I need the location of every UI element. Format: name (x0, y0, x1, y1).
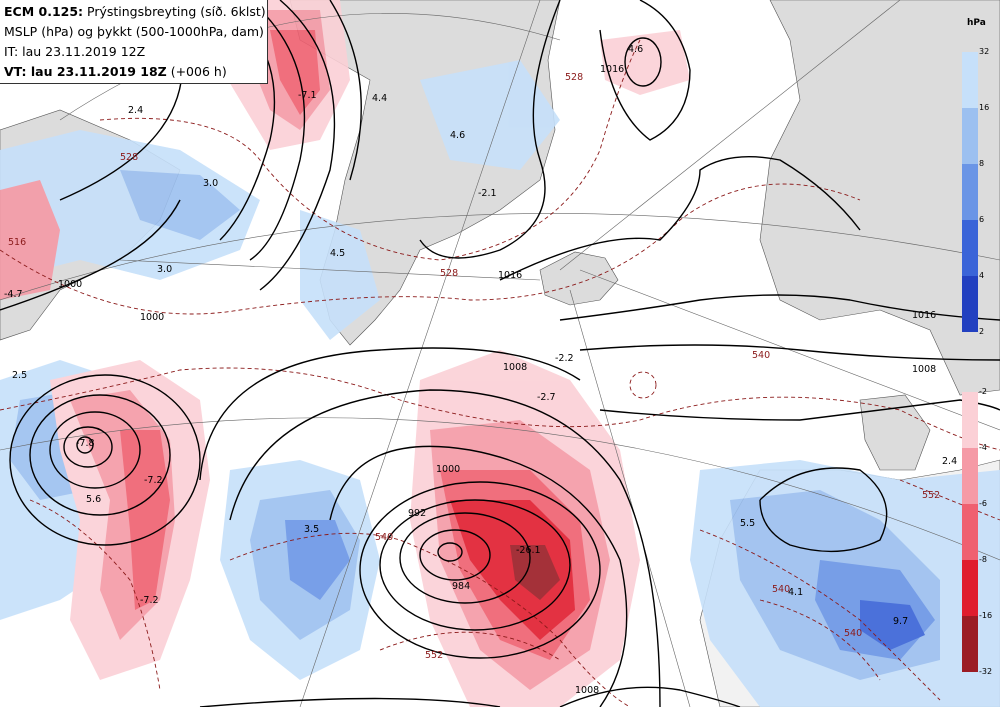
colorbar-fall-swatch (962, 448, 978, 504)
colorbar-fall-label: -6 (979, 499, 987, 508)
colorbar-fall-swatch (962, 392, 978, 448)
colorbar-rise-label: 6 (979, 215, 985, 224)
isobar-label: 1008 (503, 362, 527, 373)
colorbar-fall-swatch (962, 504, 978, 560)
colorbar-fall-label: -32 (979, 667, 993, 676)
map-info-box: ECM 0.125: Prýstingsbreyting (síð. 6klst… (0, 0, 268, 84)
thickness-contours (0, 39, 1000, 707)
colorbar-rise-label: 8 (979, 159, 985, 168)
colorbar-fall-label: -2 (979, 387, 987, 396)
tendency-label: 2.4 (942, 456, 957, 467)
isobar-labels: 1016 1016 1016 1008 1008 1008 1000 1000 … (58, 64, 936, 696)
fall-area-northwest (0, 180, 60, 300)
isobar-label: 1000 (140, 312, 164, 323)
info-line-model: ECM 0.125: Prýstingsbreyting (síð. 6klst… (4, 4, 266, 19)
colorbar-fall-swatch (962, 560, 978, 616)
colorbar-rise-label: 2 (979, 327, 985, 336)
thickness-label: 516 (8, 237, 26, 248)
rise-area-greenland (300, 210, 380, 340)
thickness-label: 528 (120, 152, 138, 163)
colorbar-rise-label: 16 (979, 103, 990, 112)
iceland (539, 251, 619, 306)
colorbar-fall-swatch (962, 616, 978, 672)
thickness-label: 528 (565, 72, 583, 83)
thickness-label: 540 (375, 532, 393, 543)
colorbar-fall-label: -4 (979, 443, 987, 452)
colorbar-rise-swatch (962, 108, 978, 164)
tendency-labels: 4.6 -7.1 2.4 4.4 4.6 3.0 -2.1 -4.7 3.0 4… (4, 44, 957, 627)
isobar-label: 1000 (58, 279, 82, 290)
tendency-label: 4.6 (450, 130, 465, 141)
tendency-label: 9.7 (893, 616, 908, 627)
tendency-label: -7.2 (144, 475, 163, 486)
tendency-label: 4.6 (628, 44, 643, 55)
thickness-labels: 528 528 528 540 540 540 540 552 552 516 (8, 72, 940, 661)
isobar-label: 1008 (912, 364, 936, 375)
tendency-label: 5.5 (740, 518, 755, 529)
tendency-label: 3.5 (304, 524, 319, 535)
tendency-label: -2.7 (537, 392, 556, 403)
colorbar-rise-swatch (962, 276, 978, 332)
colorbar-rise-label: 4 (979, 271, 985, 280)
isobar-label: 984 (452, 581, 470, 592)
map-labels: 1016 1016 1016 1008 1008 1008 1000 1000 … (4, 44, 957, 696)
tendency-label: 3.0 (203, 178, 218, 189)
isobar-label: 1016 (600, 64, 624, 75)
british-isles (859, 394, 931, 471)
tendency-label: 4.1 (788, 587, 803, 598)
tendency-label: 4.5 (330, 248, 345, 259)
colorbar-rise-swatch (962, 164, 978, 220)
tendency-label: -2.1 (478, 188, 497, 199)
colorbar-rise-swatch (962, 220, 978, 276)
tendency-label: -2.2 (555, 353, 574, 364)
tendency-label: -7.2 (140, 595, 159, 606)
tendency-label: -4.7 (4, 289, 23, 300)
rise-area-northwest (0, 130, 260, 280)
thickness-label: 552 (425, 650, 443, 661)
colorbar-rise-swatch (962, 52, 978, 108)
info-line-valid-time: VT: lau 23.11.2019 18Z (+006 h) (4, 64, 227, 79)
colorbar-rise-label: 32 (979, 47, 990, 56)
isobar-label: 1016 (912, 310, 936, 321)
thickness-label: 540 (772, 584, 790, 595)
isobar-label: 1000 (436, 464, 460, 475)
isobar-label: 1016 (498, 270, 522, 281)
tendency-label: 3.0 (157, 264, 172, 275)
info-line-initial-time: IT: lau 23.11.2019 12Z (4, 44, 146, 59)
colorbar-unit: hPa (967, 18, 986, 28)
tendency-label: -7.1 (298, 90, 317, 101)
thickness-label: 528 (440, 268, 458, 279)
thickness-label: 540 (752, 350, 770, 361)
colorbar-fall-label: -8 (979, 555, 987, 564)
tendency-label: -26.1 (516, 545, 541, 556)
colorbar-fall-label: -16 (979, 611, 993, 620)
tendency-label: 2.4 (128, 105, 143, 116)
tendency-label: 4.4 (372, 93, 387, 104)
isobar-label: 1008 (575, 685, 599, 696)
tendency-label: 2.5 (12, 370, 27, 381)
tendency-label: 5.6 (86, 494, 101, 505)
thickness-label: 540 (844, 628, 862, 639)
thickness-label: 552 (922, 490, 940, 501)
tendency-label: -7.8 (76, 438, 95, 449)
info-line-fields: MSLP (hPa) og þykkt (500-1000hPa, dam) (4, 24, 264, 39)
isobar-label: 992 (408, 508, 426, 519)
